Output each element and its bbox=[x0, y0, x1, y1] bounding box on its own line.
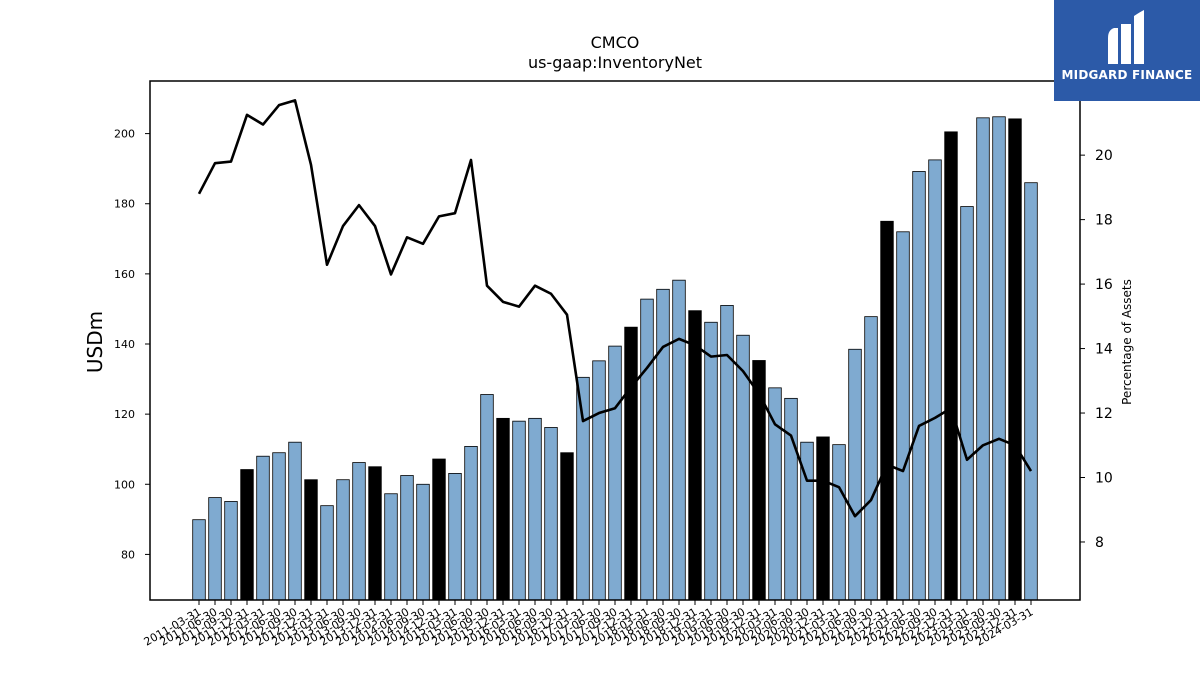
y-tick-label: 180 bbox=[114, 198, 135, 211]
bar bbox=[672, 279, 686, 601]
bar bbox=[288, 441, 302, 601]
bar bbox=[224, 501, 238, 601]
bar bbox=[816, 436, 830, 601]
y2-tick-label: 20 bbox=[1095, 148, 1113, 164]
y2-tick-label: 18 bbox=[1095, 213, 1113, 229]
bar bbox=[320, 505, 334, 601]
line-group bbox=[197, 99, 1033, 518]
bar bbox=[192, 519, 206, 601]
y-tick-label: 200 bbox=[114, 128, 135, 141]
bar bbox=[768, 387, 782, 601]
y-axis-label: USDm bbox=[83, 311, 107, 373]
chart-subtitle: us-gaap:InventoryNet bbox=[528, 53, 702, 72]
bar bbox=[464, 445, 478, 601]
bar bbox=[336, 479, 350, 601]
bar bbox=[416, 483, 430, 601]
bar bbox=[512, 420, 526, 601]
logo-text: MIDGARD FINANCE bbox=[1061, 68, 1193, 82]
bar bbox=[784, 397, 798, 601]
y-axis-right: 8 10 12 14 16 18 20 bbox=[1080, 148, 1113, 551]
bar bbox=[832, 444, 846, 601]
bar bbox=[896, 231, 910, 601]
bar bbox=[368, 466, 382, 601]
bar bbox=[1024, 182, 1038, 601]
y2-tick-label: 10 bbox=[1095, 471, 1113, 487]
y2-axis-label: Percentage of Assets bbox=[1120, 279, 1134, 405]
logo-mark-icon bbox=[1108, 10, 1144, 64]
bar bbox=[656, 288, 670, 601]
bar bbox=[736, 334, 750, 601]
bar bbox=[992, 116, 1006, 601]
x-axis: 2011-03-312011-06-302011-09-302011-12-31… bbox=[142, 600, 1036, 649]
y2-tick-label: 8 bbox=[1095, 535, 1104, 551]
bar bbox=[864, 316, 878, 601]
bar bbox=[624, 326, 638, 601]
bar bbox=[528, 417, 542, 601]
bar bbox=[480, 394, 494, 601]
bar bbox=[208, 497, 222, 601]
y-tick-label: 160 bbox=[114, 268, 135, 281]
bar bbox=[912, 171, 926, 601]
y-tick-label: 100 bbox=[114, 478, 135, 491]
bar bbox=[704, 321, 718, 601]
bar bbox=[688, 310, 702, 601]
y-tick-label: 80 bbox=[121, 548, 135, 561]
series-line bbox=[197, 99, 1033, 518]
y-axis-left: 80 100 120 140 160 180 200 bbox=[114, 128, 150, 561]
y2-tick-label: 12 bbox=[1095, 406, 1113, 422]
bar bbox=[944, 131, 958, 601]
bar bbox=[960, 206, 974, 601]
bar bbox=[304, 479, 318, 601]
y-tick-label: 120 bbox=[114, 408, 135, 421]
bar bbox=[640, 298, 654, 601]
bar bbox=[384, 493, 398, 601]
bar bbox=[976, 117, 990, 601]
y2-tick-label: 14 bbox=[1095, 342, 1113, 358]
bar bbox=[560, 452, 574, 601]
bar bbox=[352, 462, 366, 601]
bar bbox=[544, 427, 558, 601]
bar bbox=[880, 220, 894, 601]
bar bbox=[256, 455, 270, 601]
bar bbox=[592, 360, 606, 601]
bar-group bbox=[192, 116, 1038, 601]
bar bbox=[448, 473, 462, 601]
bar bbox=[240, 469, 254, 601]
bar bbox=[496, 417, 510, 601]
bar bbox=[576, 376, 590, 601]
bar bbox=[400, 475, 414, 601]
bar bbox=[928, 159, 942, 601]
bar bbox=[720, 305, 734, 601]
brand-logo: MIDGARD FINANCE bbox=[1054, 0, 1200, 101]
bar bbox=[608, 345, 622, 601]
bar bbox=[1008, 118, 1022, 601]
chart-title: CMCO bbox=[591, 33, 640, 52]
bar bbox=[848, 348, 862, 601]
bar bbox=[432, 458, 446, 601]
y-tick-label: 140 bbox=[114, 338, 135, 351]
bar bbox=[272, 452, 286, 601]
y2-tick-label: 16 bbox=[1095, 277, 1113, 293]
